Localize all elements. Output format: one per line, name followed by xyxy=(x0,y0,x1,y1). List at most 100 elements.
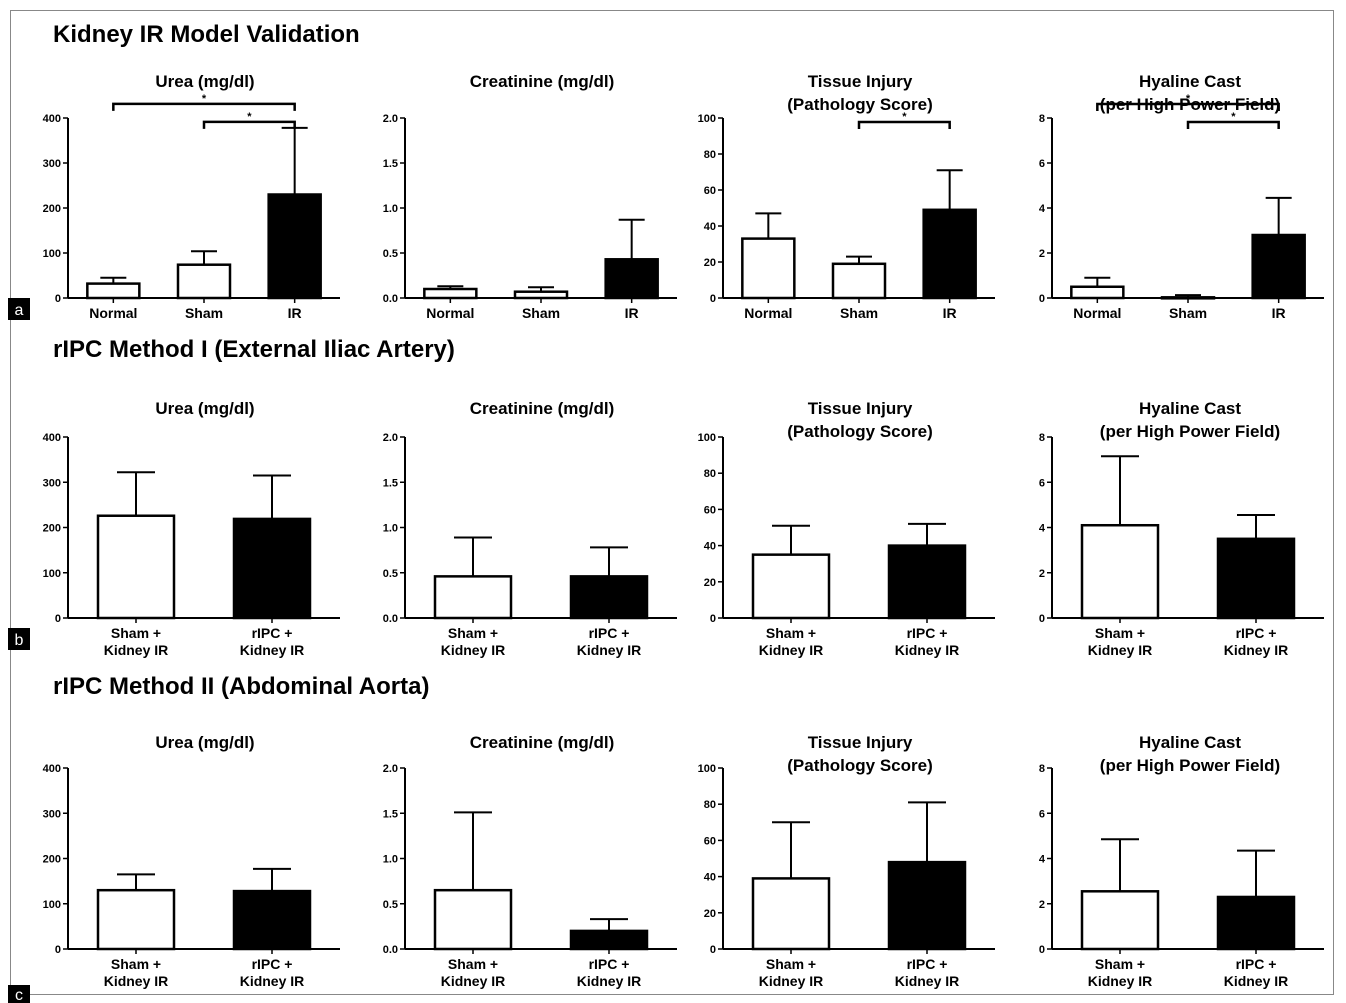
bar-ir xyxy=(1251,233,1306,300)
chart-c-3: Hyaline Cast (per High Power Field) 0 2 4 6 8 S… xyxy=(1039,733,1324,989)
y-tick-label: 0 xyxy=(55,944,61,956)
x-category-label: Normal xyxy=(1073,305,1121,321)
x-category-label: Sham + xyxy=(1095,625,1145,641)
y-tick-label: 2 xyxy=(1039,248,1045,260)
bar-sham-kidney-ir xyxy=(751,877,831,951)
bar-ripc-kidney-ir xyxy=(569,929,649,951)
chart-title: Tissue Injury xyxy=(808,399,913,418)
bar-ripc-kidney-ir xyxy=(1216,895,1296,951)
y-tick-label: 60 xyxy=(704,504,716,516)
x-category-label: Kidney IR xyxy=(441,973,506,989)
x-category-label: rIPC + xyxy=(907,625,948,641)
y-tick-label: 80 xyxy=(704,468,716,480)
bar-ripc-kidney-ir xyxy=(569,575,649,620)
x-category-label: rIPC + xyxy=(252,956,293,972)
x-category-label: IR xyxy=(288,305,302,321)
chart-title: Urea (mg/dl) xyxy=(155,72,254,91)
x-category-label: Normal xyxy=(89,305,137,321)
x-category-label: Sham + xyxy=(111,625,161,641)
panel-a-tag: a xyxy=(15,302,24,319)
y-tick-label: 0.0 xyxy=(383,944,398,956)
chart-title: Urea (mg/dl) xyxy=(155,399,254,418)
bar-ir xyxy=(267,193,322,300)
y-tick-label: 400 xyxy=(43,763,61,775)
y-tick-label: 6 xyxy=(1039,808,1045,820)
bar-sham-kidney-ir xyxy=(433,888,513,951)
significance-label: * xyxy=(1231,111,1236,123)
x-category-label: Sham + xyxy=(448,625,498,641)
y-tick-label: 20 xyxy=(704,577,716,589)
bar-sham xyxy=(513,290,569,300)
panel-b-title: rIPC Method I (External Iliac Artery) xyxy=(53,336,455,363)
chart-title: (per High Power Field) xyxy=(1100,422,1280,441)
panel-c-tag: c xyxy=(15,987,23,1003)
panel-c-title: rIPC Method II (Abdominal Aorta) xyxy=(53,673,429,700)
chart-b-2: Tissue Injury (Pathology Score) 0 20 40 60 80 1… xyxy=(698,399,995,658)
chart-title: Creatinine (mg/dl) xyxy=(470,733,615,752)
y-tick-label: 0 xyxy=(710,293,716,305)
bar-ripc-kidney-ir xyxy=(1216,537,1296,620)
y-tick-label: 100 xyxy=(698,113,716,125)
y-tick-label: 200 xyxy=(43,854,61,866)
chart-title: Creatinine (mg/dl) xyxy=(470,72,615,91)
chart-a-3: Hyaline Cast(per High Power Field)02468N… xyxy=(1039,72,1324,321)
bar-sham xyxy=(831,262,887,300)
bar-sham-kidney-ir xyxy=(751,553,831,620)
x-category-label: Sham xyxy=(840,305,878,321)
y-tick-label: 300 xyxy=(43,158,61,170)
y-tick-label: 300 xyxy=(43,477,61,489)
y-tick-label: 2.0 xyxy=(383,113,398,125)
y-tick-label: 0.5 xyxy=(383,248,398,260)
chart-title: Hyaline Cast xyxy=(1139,733,1241,752)
chart-title: (Pathology Score) xyxy=(787,756,932,775)
y-tick-label: 0.0 xyxy=(383,293,398,305)
significance-label: * xyxy=(902,111,907,123)
chart-title: (per High Power Field) xyxy=(1100,756,1280,775)
bar-normal xyxy=(86,282,141,300)
y-tick-label: 200 xyxy=(43,203,61,215)
y-tick-label: 1.5 xyxy=(383,477,398,489)
y-tick-label: 60 xyxy=(704,835,716,847)
panel-a-tag-box xyxy=(8,298,30,320)
y-tick-label: 4 xyxy=(1039,523,1046,535)
y-tick-label: 2 xyxy=(1039,568,1045,580)
x-category-label: Kidney IR xyxy=(759,973,824,989)
y-tick-label: 8 xyxy=(1039,432,1045,444)
x-category-label: Sham + xyxy=(448,956,498,972)
chart-title: Hyaline Cast xyxy=(1139,399,1241,418)
y-tick-label: 400 xyxy=(43,432,61,444)
x-category-label: Kidney IR xyxy=(577,973,642,989)
y-tick-label: 0 xyxy=(710,944,716,956)
bar-normal xyxy=(741,237,796,300)
y-tick-label: 100 xyxy=(698,763,716,775)
y-tick-label: 80 xyxy=(704,799,716,811)
x-category-label: rIPC + xyxy=(589,625,630,641)
x-category-label: Normal xyxy=(744,305,792,321)
x-category-label: Kidney IR xyxy=(759,642,824,658)
x-category-label: Kidney IR xyxy=(441,642,506,658)
y-tick-label: 100 xyxy=(43,248,61,260)
y-tick-label: 1.0 xyxy=(383,203,398,215)
x-category-label: Kidney IR xyxy=(895,973,960,989)
significance-bracket xyxy=(857,120,951,129)
significance-bracket xyxy=(1186,120,1280,129)
y-tick-label: 20 xyxy=(704,908,716,920)
x-category-label: Kidney IR xyxy=(1224,973,1289,989)
chart-title: Tissue Injury xyxy=(808,733,913,752)
x-category-label: Kidney IR xyxy=(240,973,305,989)
y-tick-label: 2.0 xyxy=(383,432,398,444)
panel-b-tag: b xyxy=(15,632,24,649)
y-tick-label: 0.5 xyxy=(383,899,398,911)
y-tick-label: 4 xyxy=(1039,854,1046,866)
panel-b-tag-box xyxy=(8,628,30,650)
chart-title: Hyaline Cast xyxy=(1139,72,1241,91)
x-category-label: rIPC + xyxy=(907,956,948,972)
chart-b-3: Hyaline Cast (per High Power Field) 0 2 4 6 8 S… xyxy=(1039,399,1324,658)
chart-title: Creatinine (mg/dl) xyxy=(470,399,615,418)
